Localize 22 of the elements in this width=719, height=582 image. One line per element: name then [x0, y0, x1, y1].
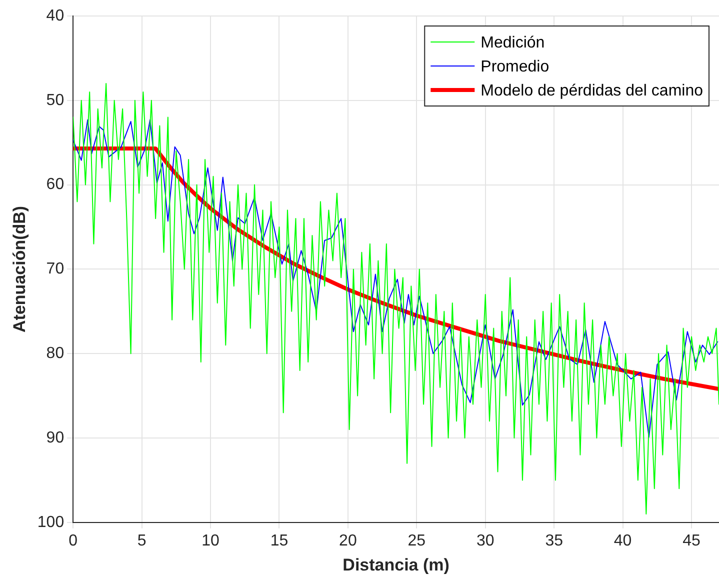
y-tick-label: 90 — [46, 429, 64, 446]
y-tick-label: 80 — [46, 345, 64, 362]
legend-label: Medición — [480, 34, 545, 52]
x-tick-label: 40 — [614, 532, 632, 550]
y-tick-label: 100 — [37, 514, 64, 531]
x-tick-label: 10 — [202, 532, 220, 550]
legend-label: Promedio — [480, 58, 550, 76]
x-tick-label: 45 — [682, 532, 701, 550]
legend-label: Modelo de pérdidas del camino — [480, 82, 704, 100]
y-axis-title: Atenuación(dB) — [10, 206, 29, 332]
x-tick-label: 5 — [137, 532, 146, 550]
x-tick-label: 25 — [408, 532, 426, 550]
x-tick-label: 0 — [68, 532, 78, 550]
x-tick-label: 35 — [545, 532, 564, 550]
y-tick-label: 60 — [46, 176, 64, 194]
x-axis-title: Distancia (m) — [342, 555, 450, 574]
x-tick-label: 30 — [476, 532, 494, 550]
x-tick-label: 20 — [339, 532, 357, 550]
y-tick-label: 40 — [46, 7, 64, 24]
y-tick-label: 50 — [46, 92, 64, 109]
y-tick-label: 70 — [46, 260, 64, 278]
x-tick-label: 15 — [270, 532, 288, 550]
